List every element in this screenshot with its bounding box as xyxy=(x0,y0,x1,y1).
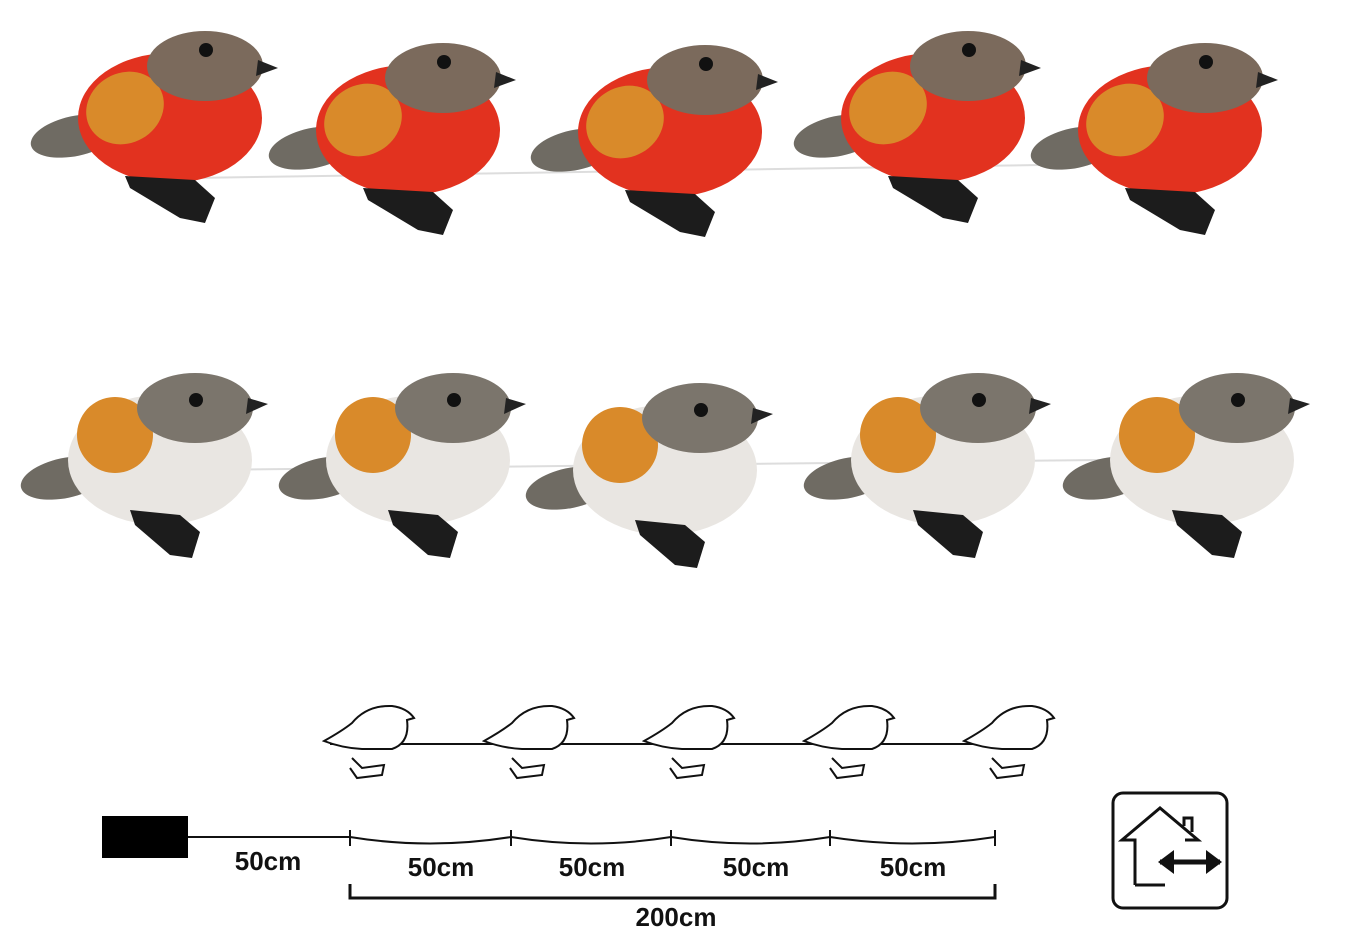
segment-length: 50cm xyxy=(723,852,790,882)
segment-length: 50cm xyxy=(559,852,626,882)
segment-length: 50cm xyxy=(408,852,475,882)
red-robins xyxy=(30,31,1278,237)
lead-length: 50cm xyxy=(235,846,302,876)
segment-length: 50cm xyxy=(880,852,947,882)
white-robins xyxy=(20,373,1310,568)
dimension-diagram xyxy=(102,816,997,900)
indoor-outdoor-icon xyxy=(1111,791,1229,910)
total-length: 200cm xyxy=(636,902,717,932)
outline-birds xyxy=(323,704,1055,779)
